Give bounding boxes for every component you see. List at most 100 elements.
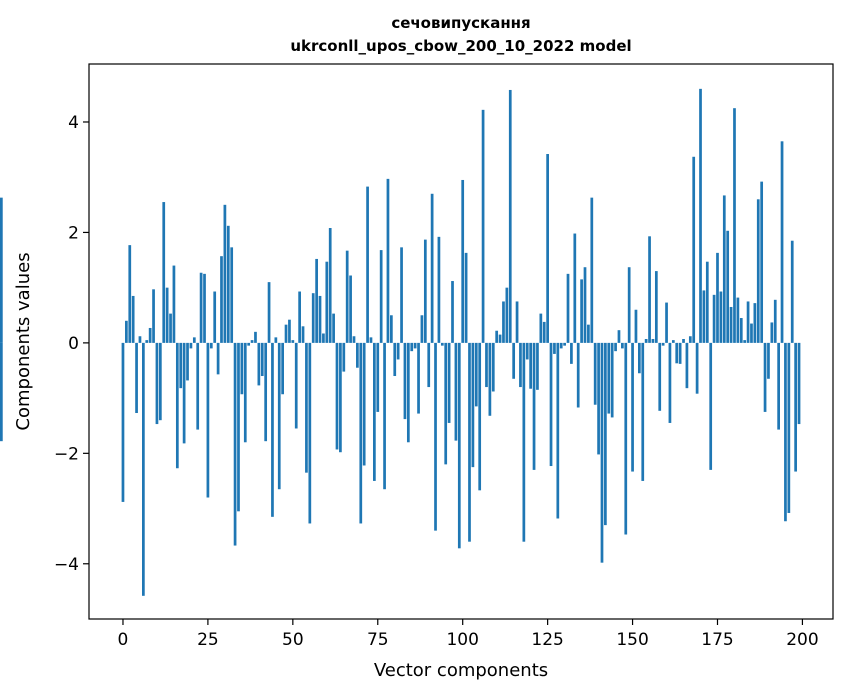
bar-186 <box>753 303 757 343</box>
bar-68 <box>352 336 356 343</box>
bar-55 <box>308 342 312 524</box>
bar-31 <box>226 225 230 343</box>
bar-108 <box>488 342 492 416</box>
bar-80 <box>393 342 397 377</box>
bar-109 <box>491 342 495 392</box>
bar-103 <box>471 342 475 468</box>
bar-136 <box>583 267 587 343</box>
bar-99 <box>457 342 461 549</box>
bar-97 <box>451 281 454 343</box>
bar-29 <box>220 256 223 343</box>
bar-50 <box>291 340 295 343</box>
bar-90 <box>427 342 431 388</box>
bar-154 <box>644 339 648 343</box>
bar-79 <box>390 315 393 343</box>
bar-115 <box>512 342 516 379</box>
bar-130 <box>563 342 566 346</box>
bar-94 <box>440 342 444 346</box>
bar-162 <box>671 340 675 343</box>
bar-53 <box>301 326 305 343</box>
bar-49 <box>288 319 291 343</box>
bar-21 <box>192 337 196 343</box>
bar-187 <box>756 199 760 343</box>
bar-143 <box>607 342 611 414</box>
bar-46 <box>277 342 281 490</box>
bar-74 <box>373 342 376 481</box>
bar-124 <box>542 321 546 343</box>
bar-51 <box>294 342 298 429</box>
bar-161 <box>668 342 672 423</box>
bar-59 <box>322 333 325 343</box>
bar-177 <box>722 195 726 343</box>
bar-113 <box>505 287 509 343</box>
bar-173 <box>709 342 713 470</box>
bar-138 <box>590 197 594 343</box>
bar-6 <box>142 342 145 596</box>
bar-197 <box>790 240 794 343</box>
bar-160 <box>665 302 668 343</box>
bar-140 <box>597 342 600 455</box>
bar-48 <box>284 324 288 343</box>
bar-65 <box>342 342 346 372</box>
bar-106 <box>481 109 485 343</box>
bar-123 <box>539 313 543 343</box>
bar-67 <box>349 275 352 343</box>
bar-139 <box>593 342 597 405</box>
x-tick-label: 25 <box>197 630 219 650</box>
bar-104 <box>474 342 478 407</box>
bar-101 <box>464 252 468 343</box>
y-tick-label: 0 <box>68 334 79 354</box>
bar-44 <box>271 342 274 517</box>
bar-28 <box>216 342 220 375</box>
bar-190 <box>767 342 770 379</box>
bar-199 <box>797 342 801 425</box>
bar-85 <box>410 342 414 352</box>
bar-137 <box>587 324 590 343</box>
bar-32 <box>230 247 234 343</box>
bar-7 <box>145 340 149 343</box>
bar-35 <box>240 342 244 395</box>
bar-76 <box>379 250 383 343</box>
bar-185 <box>750 323 753 343</box>
bar-122 <box>536 342 539 390</box>
bar-34 <box>237 342 240 512</box>
bar-84 <box>406 342 410 443</box>
bar-172 <box>705 261 709 343</box>
bar-195 <box>784 342 787 522</box>
bar-2 <box>128 245 132 343</box>
y-tick-label: 2 <box>68 223 79 243</box>
bar-134 <box>576 342 580 408</box>
bar-180 <box>733 108 736 343</box>
bar-181 <box>736 297 740 343</box>
bar-147 <box>621 342 624 349</box>
bar-1 <box>125 320 128 343</box>
bar-121 <box>532 342 536 470</box>
bar-158 <box>658 342 662 411</box>
bar-26 <box>209 342 213 349</box>
bar-159 <box>661 342 665 346</box>
bar-149 <box>627 267 631 343</box>
bar-9 <box>152 289 155 343</box>
bar-145 <box>614 342 617 352</box>
bar-88 <box>420 315 424 343</box>
bar-0 <box>121 342 125 502</box>
bar-150 <box>631 342 634 472</box>
bar-70 <box>359 342 363 524</box>
bar-142 <box>604 342 607 526</box>
bar-78 <box>386 178 390 343</box>
bar-24 <box>203 273 206 343</box>
bar-98 <box>454 342 458 441</box>
bar-189 <box>763 342 767 412</box>
bar-194 <box>780 141 784 343</box>
bar-153 <box>641 342 645 481</box>
bar-188 <box>760 181 764 343</box>
bar-71 <box>362 342 366 466</box>
x-tick-label: 200 <box>786 630 818 650</box>
bar-60 <box>325 261 329 343</box>
bar-91 <box>430 193 434 343</box>
chart-subtitle: ukrconll_upos_cbow_200_10_2022 model <box>290 37 631 55</box>
bar-95 <box>444 342 448 465</box>
bar-176 <box>719 291 723 343</box>
bar-175 <box>716 252 719 343</box>
